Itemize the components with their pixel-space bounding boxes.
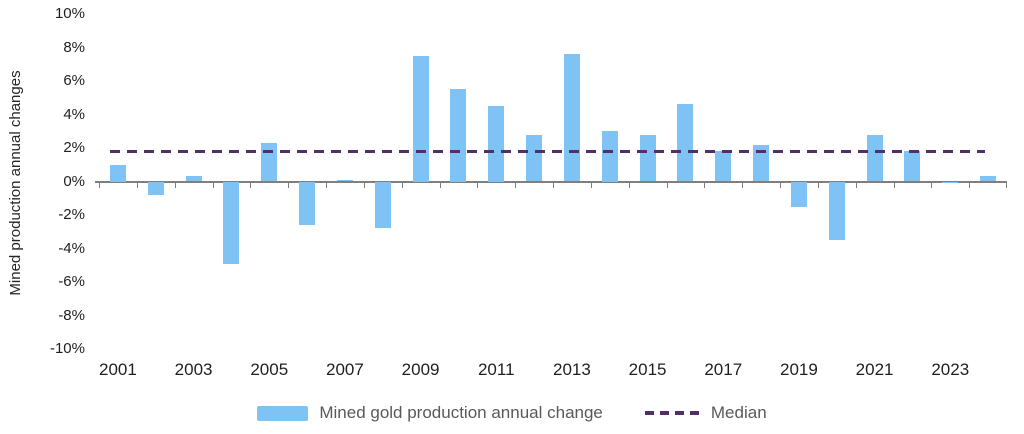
x-tick-label: 2023 (931, 360, 970, 379)
y-tick-label: 0% (63, 172, 85, 190)
bar-2020 (828, 181, 845, 241)
y-tick-label: -2% (58, 206, 85, 223)
x-tick-label: 2001 (98, 360, 137, 379)
bar-2006 (299, 181, 316, 226)
bar-2009 (412, 55, 429, 182)
x-axis-tick (401, 182, 403, 188)
bar-2008 (374, 181, 391, 229)
bar-2018 (753, 144, 770, 182)
legend-bar-swatch (257, 405, 309, 421)
median-line (110, 149, 985, 153)
bar-2002 (147, 181, 164, 195)
x-tick-label: 2017 (704, 360, 743, 379)
x-axis-tick (1006, 182, 1007, 188)
y-tick-label: 6% (63, 72, 85, 89)
x-axis-tick (855, 182, 857, 188)
x-axis-tick (666, 182, 668, 188)
x-tick-label: 2015 (628, 360, 667, 379)
x-tick-label: 2011 (477, 360, 515, 379)
bar-2022 (904, 151, 921, 182)
x-axis-tick (250, 182, 252, 188)
y-axis-title: Mined production annual changes (7, 70, 24, 296)
bar-2003 (185, 176, 202, 182)
x-axis-tick (780, 182, 781, 188)
x-axis-tick (136, 182, 138, 188)
y-tick-label: 8% (63, 38, 85, 56)
bar-2024 (980, 176, 997, 182)
x-axis-tick (969, 182, 971, 188)
x-tick-label: 2007 (325, 360, 364, 379)
y-tick-label: -10% (49, 340, 85, 357)
bar-2021 (866, 134, 883, 182)
x-axis-tick (704, 182, 706, 188)
x-tick-label: 2019 (779, 360, 818, 379)
x-axis-tick (212, 182, 214, 188)
bar-2012 (526, 134, 543, 182)
y-tick-label: -4% (58, 239, 85, 257)
bar-2010 (450, 89, 467, 182)
chart-legend: Mined gold production annual change Medi… (0, 402, 1024, 424)
x-axis-tick (590, 182, 592, 188)
bar-2023 (942, 181, 959, 184)
x-axis-tick (742, 182, 744, 188)
x-axis-tick (439, 182, 441, 188)
x-axis-tick (288, 182, 290, 188)
bar-2005 (261, 142, 278, 182)
legend-median-dash-icon (644, 411, 700, 415)
x-axis-tick (931, 182, 933, 188)
x-axis-line (95, 180, 1007, 183)
y-tick-label: 4% (63, 105, 85, 123)
x-axis-tick (363, 182, 365, 188)
legend-bar-label: Mined gold production annual change (319, 403, 603, 422)
x-axis-tick (515, 182, 517, 188)
bar-2016 (677, 104, 694, 182)
y-tick-label: -8% (58, 306, 85, 324)
x-tick-label: 2009 (401, 360, 440, 379)
bar-2013 (563, 54, 580, 182)
bar-2004 (223, 181, 240, 264)
bar-2015 (639, 134, 656, 182)
x-axis-tick (817, 182, 819, 188)
x-axis-tick (477, 182, 479, 188)
x-axis-tick (553, 182, 554, 188)
x-tick-label: 2005 (250, 360, 289, 379)
legend-median-label: Median (710, 403, 767, 422)
bar-2011 (488, 106, 505, 182)
x-tick-label: 2021 (855, 360, 894, 379)
bar-2001 (109, 164, 126, 182)
x-axis-tick (326, 182, 327, 188)
x-tick-label: 2013 (552, 360, 591, 379)
x-axis-tick (628, 182, 630, 188)
bar-2007 (336, 179, 353, 182)
bar-2017 (715, 151, 732, 182)
y-tick-label: -6% (58, 273, 85, 290)
x-tick-label: 2003 (174, 360, 213, 379)
bar-2019 (790, 181, 807, 207)
plot-area (95, 14, 1007, 349)
x-axis-tick (99, 182, 100, 188)
bar-2014 (601, 131, 618, 182)
x-axis-tick (174, 182, 176, 188)
x-axis-tick (893, 182, 895, 188)
y-tick-label: 10% (54, 5, 85, 22)
y-tick-label: 2% (63, 139, 85, 156)
